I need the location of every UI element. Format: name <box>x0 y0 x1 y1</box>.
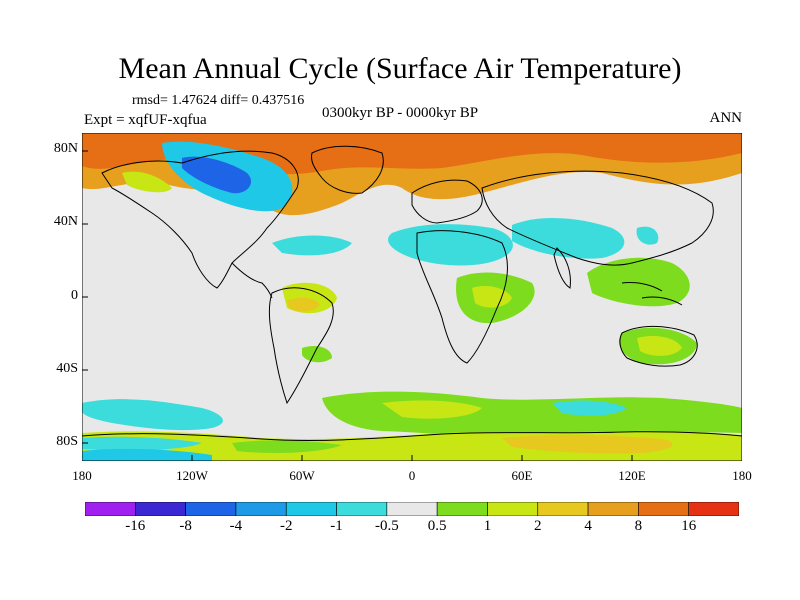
colorbar-swatch <box>487 502 539 516</box>
colorbar-label: -8 <box>179 518 192 534</box>
colorbar-swatch <box>688 502 739 516</box>
colorbar-label: -16 <box>125 518 146 534</box>
x-tick-0: 0 <box>408 468 416 483</box>
coastlines <box>82 145 742 441</box>
colorbar-swatch <box>436 502 488 516</box>
colorbar-label: 16 <box>681 518 697 534</box>
colorbar-swatch <box>185 502 237 516</box>
colorbar-swatch <box>85 502 136 516</box>
southern-ocean-band <box>82 391 742 439</box>
colorbar-swatch <box>537 502 589 516</box>
colorbar-swatch <box>638 502 689 516</box>
colorbar-label: 1 <box>483 518 492 534</box>
colorbar-swatch <box>336 502 388 516</box>
y-tick-40N: 40N <box>53 214 78 229</box>
axis-tick-marks <box>82 150 742 461</box>
x-tick-180-right: 180 <box>732 468 752 483</box>
experiment-label: Expt = xqfUF-xqfua <box>84 112 207 128</box>
x-tick-120E: 120E <box>618 468 646 483</box>
x-tick-180-left: 180 <box>72 468 92 483</box>
x-tick-60W: 60W <box>289 468 315 483</box>
colorbar-swatch <box>135 502 186 516</box>
colorbar-label: -4 <box>229 518 243 534</box>
colorbar-swatch <box>285 502 337 516</box>
colorbar-swatch <box>587 502 639 516</box>
x-tick-60E: 60E <box>511 468 533 483</box>
x-tick-120W: 120W <box>176 468 208 483</box>
colorbar-label: -2 <box>279 518 293 534</box>
y-tick-0: 0 <box>71 288 78 303</box>
colorbar-swatch <box>235 502 287 516</box>
temperature-anomaly-map <box>82 133 742 461</box>
colorbar-label: 2 <box>534 518 542 534</box>
colorbar-label: 4 <box>584 518 592 534</box>
colorbar-swatch <box>386 502 438 516</box>
time-period-label: 0300kyr BP - 0000kyr BP <box>322 105 479 121</box>
colorbar-label: -1 <box>330 518 343 534</box>
season-label: ANN <box>709 110 743 126</box>
rmsd-diff-stats: rmsd= 1.47624 diff= 0.437516 <box>132 93 305 108</box>
tropical-warm-regions <box>282 257 697 365</box>
midlatitude-cool-regions <box>272 217 659 266</box>
y-tick-80N: 80N <box>53 141 78 156</box>
colorbar-label: 0.5 <box>427 518 447 534</box>
y-tick-40S: 40S <box>56 361 78 376</box>
colorbar-label: 8 <box>634 518 643 534</box>
y-tick-80S: 80S <box>56 434 78 449</box>
plot-title: Mean Annual Cycle (Surface Air Temperatu… <box>118 52 682 85</box>
colorbar-label: -0.5 <box>374 518 399 534</box>
colorbar <box>85 502 739 516</box>
